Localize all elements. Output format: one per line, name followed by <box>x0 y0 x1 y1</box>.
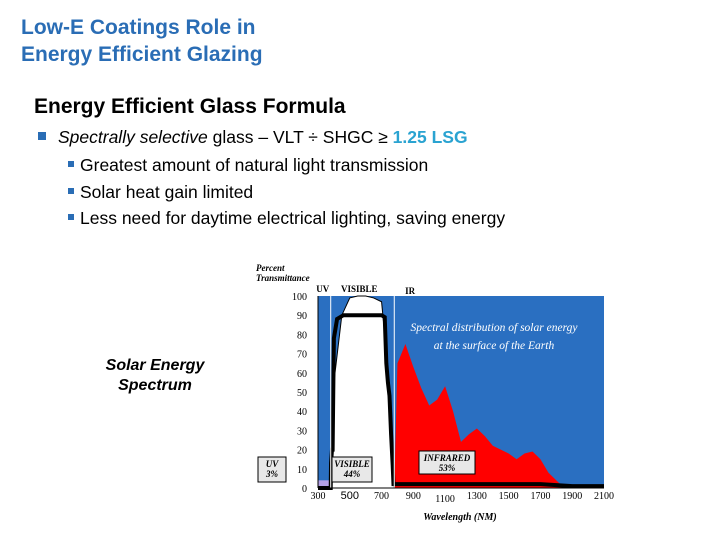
spectrum-label-line-1: Solar Energy <box>105 357 205 374</box>
square-bullet-icon <box>38 132 46 141</box>
y-tick-label: 10 <box>297 465 307 476</box>
x-tick-label: 1300 <box>467 491 487 502</box>
sub-bullet-text: Solar heat gain limited <box>80 182 254 202</box>
y-tick-label: 100 <box>292 292 307 303</box>
x-tick-label: 2100 <box>594 491 614 502</box>
formula-heading: Energy Efficient Glass Formula <box>34 95 346 118</box>
uv-band-label: UV <box>316 284 329 294</box>
x-tick-label: 900 <box>406 491 421 502</box>
y-tick-label: 70 <box>297 350 307 361</box>
slide-title-line-2: Energy Efficient Glazing <box>21 43 263 66</box>
uv-box-name: UV <box>266 459 279 469</box>
sub-bullet-3: Less need for daytime electrical lightin… <box>68 208 505 229</box>
x-tick-label: 1900 <box>562 491 582 502</box>
y-tick-label: 50 <box>297 388 307 399</box>
uv-band <box>318 480 331 488</box>
glass-transmittance-line <box>318 313 604 490</box>
uv-percent-box <box>257 456 287 483</box>
sub-bullet-text: Less need for daytime electrical lightin… <box>80 208 506 228</box>
x-tick-label: 1700 <box>530 491 550 502</box>
formula-text: glass – VLT ÷ SHGC ≥ <box>207 127 393 147</box>
sub-bullet-1: Greatest amount of natural light transmi… <box>68 155 428 176</box>
y-tick-label: 90 <box>297 311 307 322</box>
infrared-box-name: INFRARED <box>423 453 471 463</box>
slide-title-line-1: Low-E Coatings Role in <box>21 16 256 39</box>
y-tick-label: 0 <box>302 484 307 495</box>
spectrum-label: Solar Energy Spectrum <box>80 356 230 396</box>
infrared-percent-box <box>418 450 476 475</box>
y-tick-label: 60 <box>297 369 307 380</box>
y-tick-label: 30 <box>297 426 307 437</box>
lsg-highlight: 1.25 LSG <box>392 127 468 147</box>
annotation-line-1: Spectral distribution of solar energy <box>411 322 579 334</box>
x-tick-label: 1500 <box>499 491 519 502</box>
visible-box-name: VISIBLE <box>334 459 370 469</box>
y-axis-title-line-1: Percent <box>256 263 285 273</box>
y-tick-label: 20 <box>297 446 307 457</box>
annotation-line-2: at the surface of the Earth <box>434 340 555 352</box>
uv-box-value: 3% <box>265 469 279 479</box>
ir-band-label: IR <box>405 286 416 296</box>
sub-bullet-2: Solar heat gain limited <box>68 182 253 203</box>
visible-band-label: VISIBLE <box>341 284 378 294</box>
slide-title: Low-E Coatings Role in Energy Efficient … <box>21 14 263 68</box>
x-tick-label: 300 <box>311 491 326 502</box>
visible-percent-box <box>331 456 373 483</box>
uv-region-background <box>318 296 331 488</box>
y-tick-label: 80 <box>297 330 307 341</box>
formula-italic: Spectrally selective <box>58 127 208 147</box>
square-bullet-icon <box>68 161 74 168</box>
sub-bullet-text: Greatest amount of natural light transmi… <box>80 155 429 175</box>
infrared-box-value: 53% <box>439 463 456 473</box>
x-tick-label: 1100 <box>435 494 455 505</box>
formula-bullet: Spectrally selective glass – VLT ÷ SHGC … <box>38 127 468 148</box>
x-axis-title: Wavelength (NM) <box>423 512 496 523</box>
y-tick-label: 40 <box>297 407 307 418</box>
square-bullet-icon <box>68 188 74 195</box>
square-bullet-icon <box>68 214 74 221</box>
visible-box-value: 44% <box>343 469 361 479</box>
x-tick-label: 700 <box>374 491 389 502</box>
x-tick-label: 500 <box>341 490 359 502</box>
spectrum-label-line-2: Spectrum <box>118 377 192 394</box>
y-axis-title-line-2: Transmittance <box>256 273 310 283</box>
